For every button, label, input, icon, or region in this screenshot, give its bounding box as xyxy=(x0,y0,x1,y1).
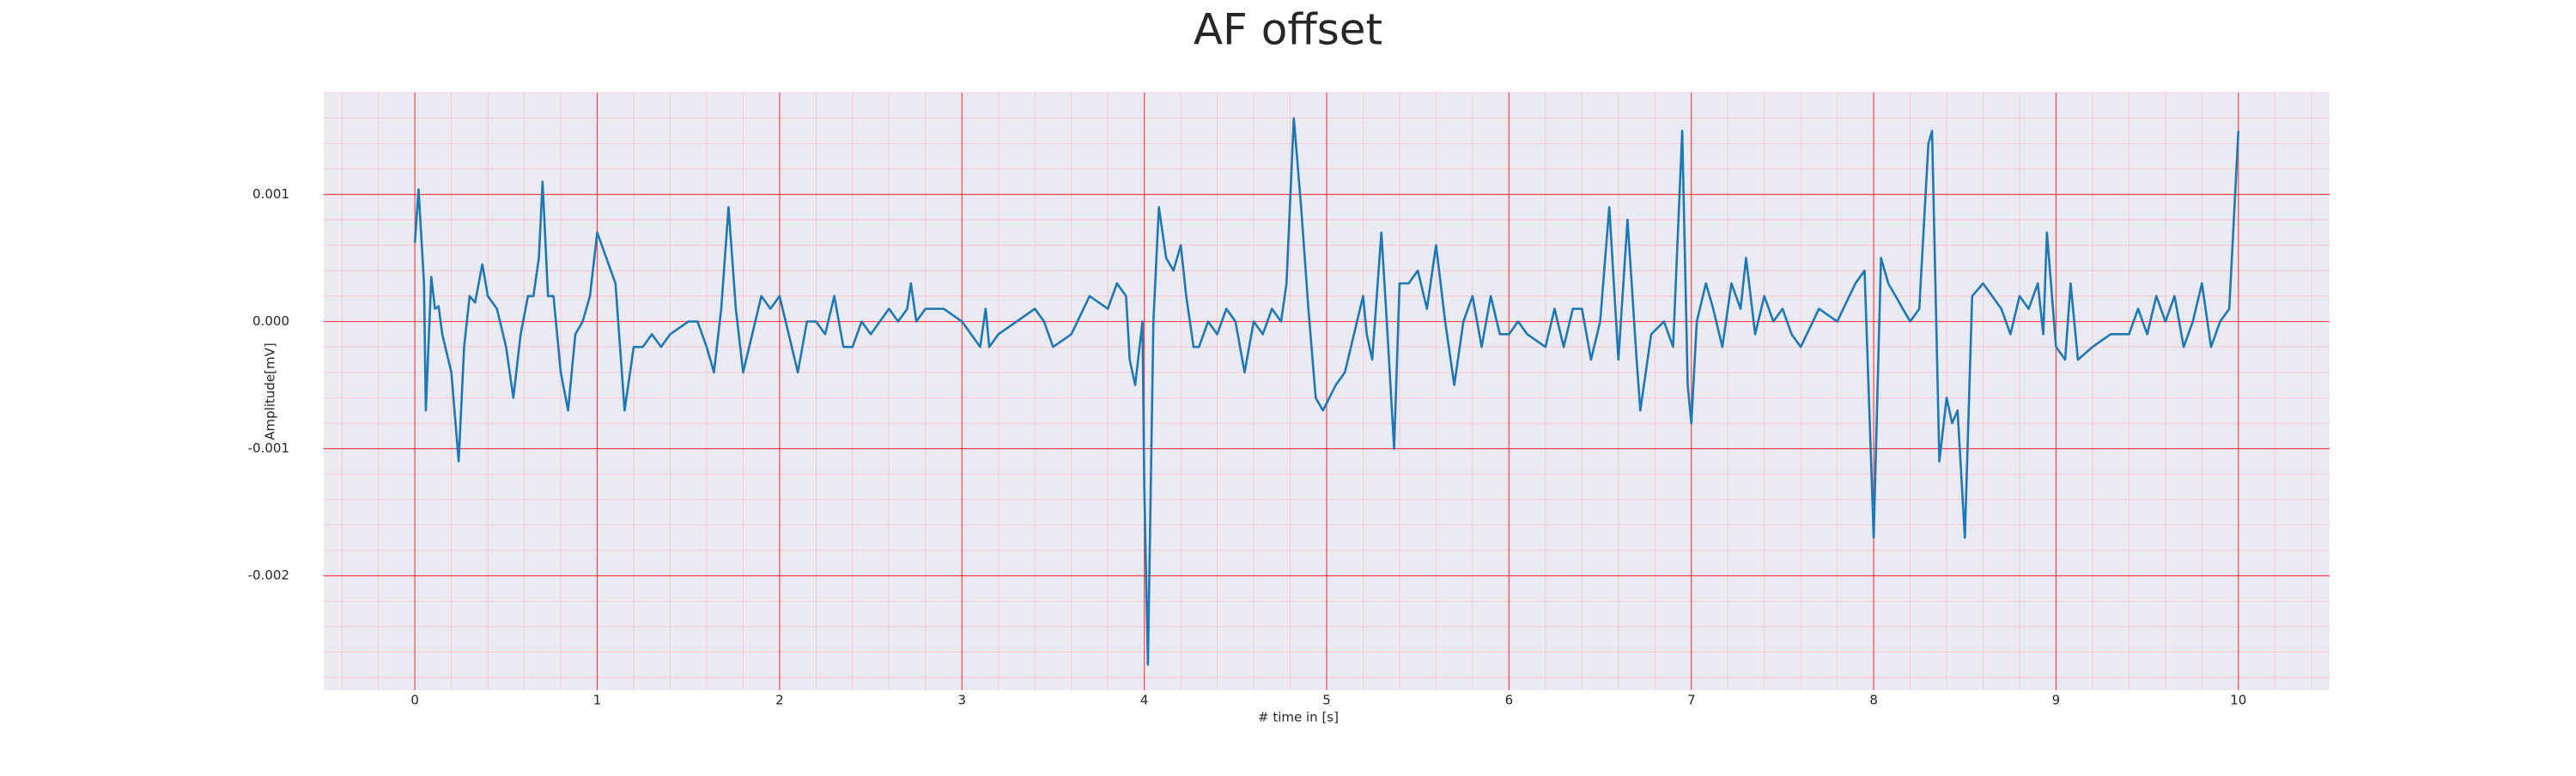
x-tick-label: 10 xyxy=(2230,693,2246,708)
x-tick-label: 4 xyxy=(1140,693,1149,708)
x-tick-label: 0 xyxy=(410,693,419,708)
y-axis-label: Amplitude[mV] xyxy=(263,343,278,440)
x-tick-label: 7 xyxy=(1687,693,1696,708)
y-tick-label: 0.001 xyxy=(252,186,289,202)
x-tick-label: 1 xyxy=(593,693,602,708)
y-tick-label: -0.002 xyxy=(248,567,289,583)
y-tick-label: 0.000 xyxy=(252,313,289,329)
signal-line xyxy=(413,117,2240,666)
x-tick-label: 6 xyxy=(1505,693,1514,708)
x-tick-label: 2 xyxy=(775,693,784,708)
x-tick-label: 3 xyxy=(957,693,966,708)
x-axis-label: # time in [s] xyxy=(1258,710,1339,725)
x-tick-label: 5 xyxy=(1322,693,1331,708)
x-tick-label: 9 xyxy=(2052,693,2061,708)
y-tick-label: -0.001 xyxy=(248,440,289,456)
x-tick-label: 8 xyxy=(1869,693,1878,708)
chart-title: AF offset xyxy=(1194,5,1382,55)
